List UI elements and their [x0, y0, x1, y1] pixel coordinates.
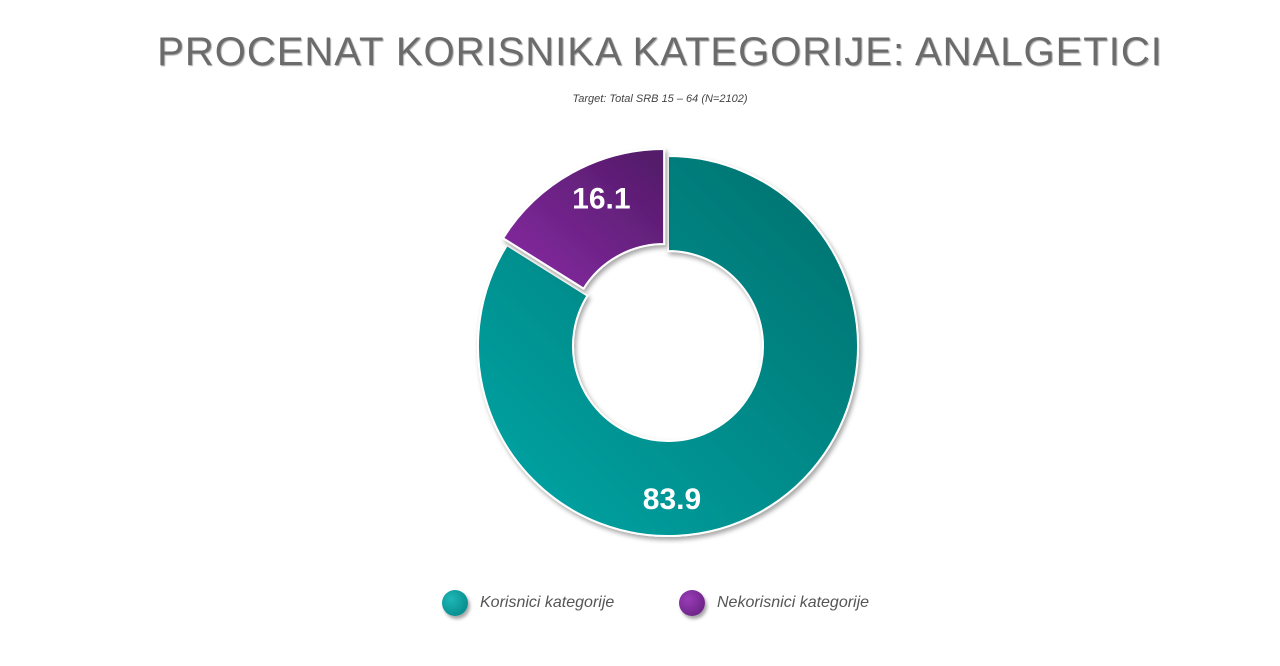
data-label: 16.1 — [572, 182, 630, 215]
legend-item-nekorisnici: Nekorisnici kategorije — [679, 588, 869, 618]
legend-marker-teal — [442, 590, 468, 616]
slice-nekorisnici — [501, 148, 666, 290]
legend-item-korisnici: Korisnici kategorije — [442, 588, 614, 618]
chart-subtitle: Target: Total SRB 15 – 64 (N=2102) — [572, 93, 748, 105]
legend-label: Korisnici kategorije — [480, 594, 615, 611]
legend-marker-purple — [679, 590, 705, 616]
chart-legend: Korisnici kategorije Nekorisnici kategor… — [0, 588, 1280, 618]
data-label: 83.9 — [643, 483, 701, 516]
legend-label: Nekorisnici kategorije — [717, 594, 870, 611]
chart-title: PROCENAT KORISNIKA KATEGORIJE: ANALGETIC… — [157, 30, 1163, 74]
slice-korisnici — [477, 154, 859, 537]
